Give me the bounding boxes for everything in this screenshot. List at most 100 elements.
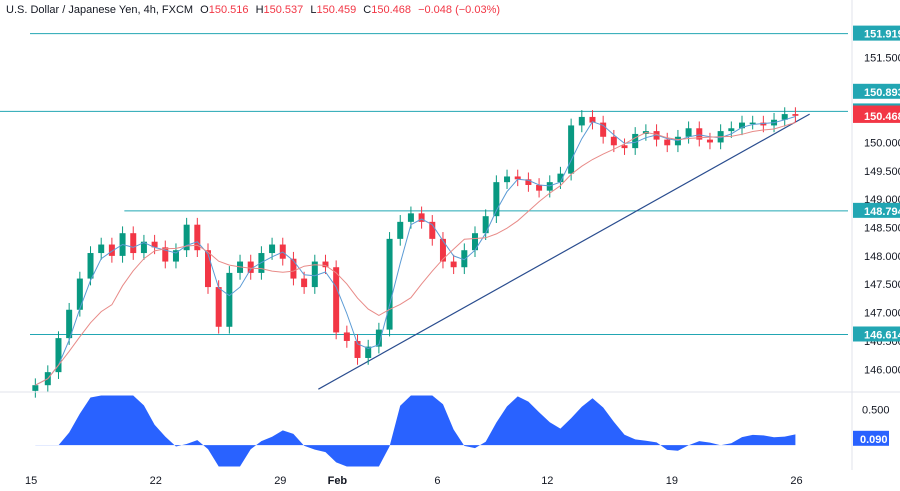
candle-body <box>55 338 62 373</box>
candle-body <box>429 221 436 239</box>
high-label: H <box>255 4 264 16</box>
candle-body <box>600 122 607 137</box>
low-value: 150.459 <box>316 4 357 16</box>
price-label-tag <box>853 326 900 342</box>
price-label-text: 146.614 <box>864 329 900 341</box>
candle-body <box>685 128 692 137</box>
x-tick-label: 15 <box>25 475 37 486</box>
candle-body <box>343 332 350 341</box>
price-label-tag <box>853 107 900 123</box>
y-tick-label: 147.500 <box>864 279 900 291</box>
candle-body <box>226 272 233 327</box>
y-tick-label: 146.000 <box>864 364 900 376</box>
candle-body <box>781 114 788 120</box>
candle-body <box>536 184 543 191</box>
candle-body <box>482 216 489 234</box>
price-label-text: 148.794 <box>864 206 900 218</box>
candle-body <box>557 173 564 183</box>
y-tick-label: 149.500 <box>864 166 900 178</box>
candle-body <box>108 244 115 256</box>
candle-body <box>696 128 703 140</box>
candle-body <box>76 278 83 310</box>
change-value: −0.048 (−0.03%) <box>418 4 501 16</box>
symbol-title: U.S. Dollar / Japanese Yen, 4h, FXCM <box>6 4 194 16</box>
candle-body <box>354 340 361 358</box>
osc-tick-label: 0.500 <box>862 405 890 417</box>
x-tick-label: 6 <box>434 475 440 486</box>
open-value: 150.516 <box>208 4 249 16</box>
x-tick-label: 22 <box>150 475 162 486</box>
candle-body <box>749 122 756 125</box>
price-label-text: 150.468 <box>864 111 900 123</box>
candle-body <box>32 385 39 391</box>
y-tick-label: 150.000 <box>864 137 900 149</box>
candle-body <box>493 182 500 217</box>
candle-body <box>589 116 596 123</box>
osc-last-tag <box>853 430 889 446</box>
candle-body <box>407 213 414 222</box>
candle-body <box>333 267 340 333</box>
candle-body <box>247 261 254 273</box>
candle-body <box>322 261 329 268</box>
candle-body <box>98 244 105 254</box>
candle-body <box>151 241 158 248</box>
candle-body <box>578 116 585 126</box>
candle-body <box>706 139 713 143</box>
x-tick-label: Feb <box>328 475 348 486</box>
y-tick-label: 148.000 <box>864 251 900 263</box>
candle-body <box>301 278 308 288</box>
candle-body <box>130 233 137 254</box>
price-label-tag <box>853 25 900 41</box>
candle-body <box>610 136 617 146</box>
high-value: 150.537 <box>263 4 304 16</box>
open-label: O <box>200 4 209 16</box>
close-label: C <box>363 4 372 16</box>
candle-body <box>215 287 222 327</box>
candle-body <box>66 309 73 339</box>
candle-body <box>728 128 735 132</box>
x-tick-label: 26 <box>790 475 802 486</box>
candle-body <box>514 176 521 180</box>
candle-body <box>87 253 94 279</box>
candle-body <box>194 224 201 251</box>
candle-body <box>760 122 767 126</box>
price-label-tag <box>853 83 900 99</box>
candle-body <box>183 224 190 251</box>
osc-last-value: 0.090 <box>860 434 888 446</box>
chart-legend: U.S. Dollar / Japanese Yen, 4h, FXCM O15… <box>6 4 504 16</box>
candle-body <box>290 258 297 279</box>
x-tick-label: 12 <box>541 475 553 486</box>
oscillator-area <box>35 395 796 467</box>
y-tick-label: 148.500 <box>864 223 900 235</box>
candle-body <box>664 139 671 146</box>
candle-body <box>365 346 372 358</box>
candle-body <box>439 238 446 262</box>
candle-body <box>269 244 276 254</box>
trendline <box>318 113 810 390</box>
candle-body <box>172 250 179 262</box>
candle-body <box>472 233 478 251</box>
candle-body <box>504 176 511 183</box>
x-tick-label: 19 <box>666 475 678 486</box>
candle-body <box>205 250 211 288</box>
candle-body <box>739 122 745 129</box>
close-value: 150.468 <box>371 4 412 16</box>
candle-body <box>621 145 628 149</box>
candle-body <box>632 133 639 149</box>
candle-body <box>525 179 532 185</box>
candle-body <box>386 238 393 330</box>
candle-body <box>375 329 382 347</box>
candle-body <box>140 241 147 254</box>
candle-body <box>568 125 575 174</box>
price-label-text: 151.919 <box>864 29 900 41</box>
candle-body <box>792 114 799 116</box>
candle-body <box>461 250 468 268</box>
x-tick-label: 29 <box>274 475 286 486</box>
candle-body <box>450 261 457 268</box>
slow-moving-average <box>35 122 796 386</box>
price-label-text: 150.893 <box>864 87 900 99</box>
price-label-tag <box>853 202 900 218</box>
y-tick-label: 147.000 <box>864 308 900 320</box>
